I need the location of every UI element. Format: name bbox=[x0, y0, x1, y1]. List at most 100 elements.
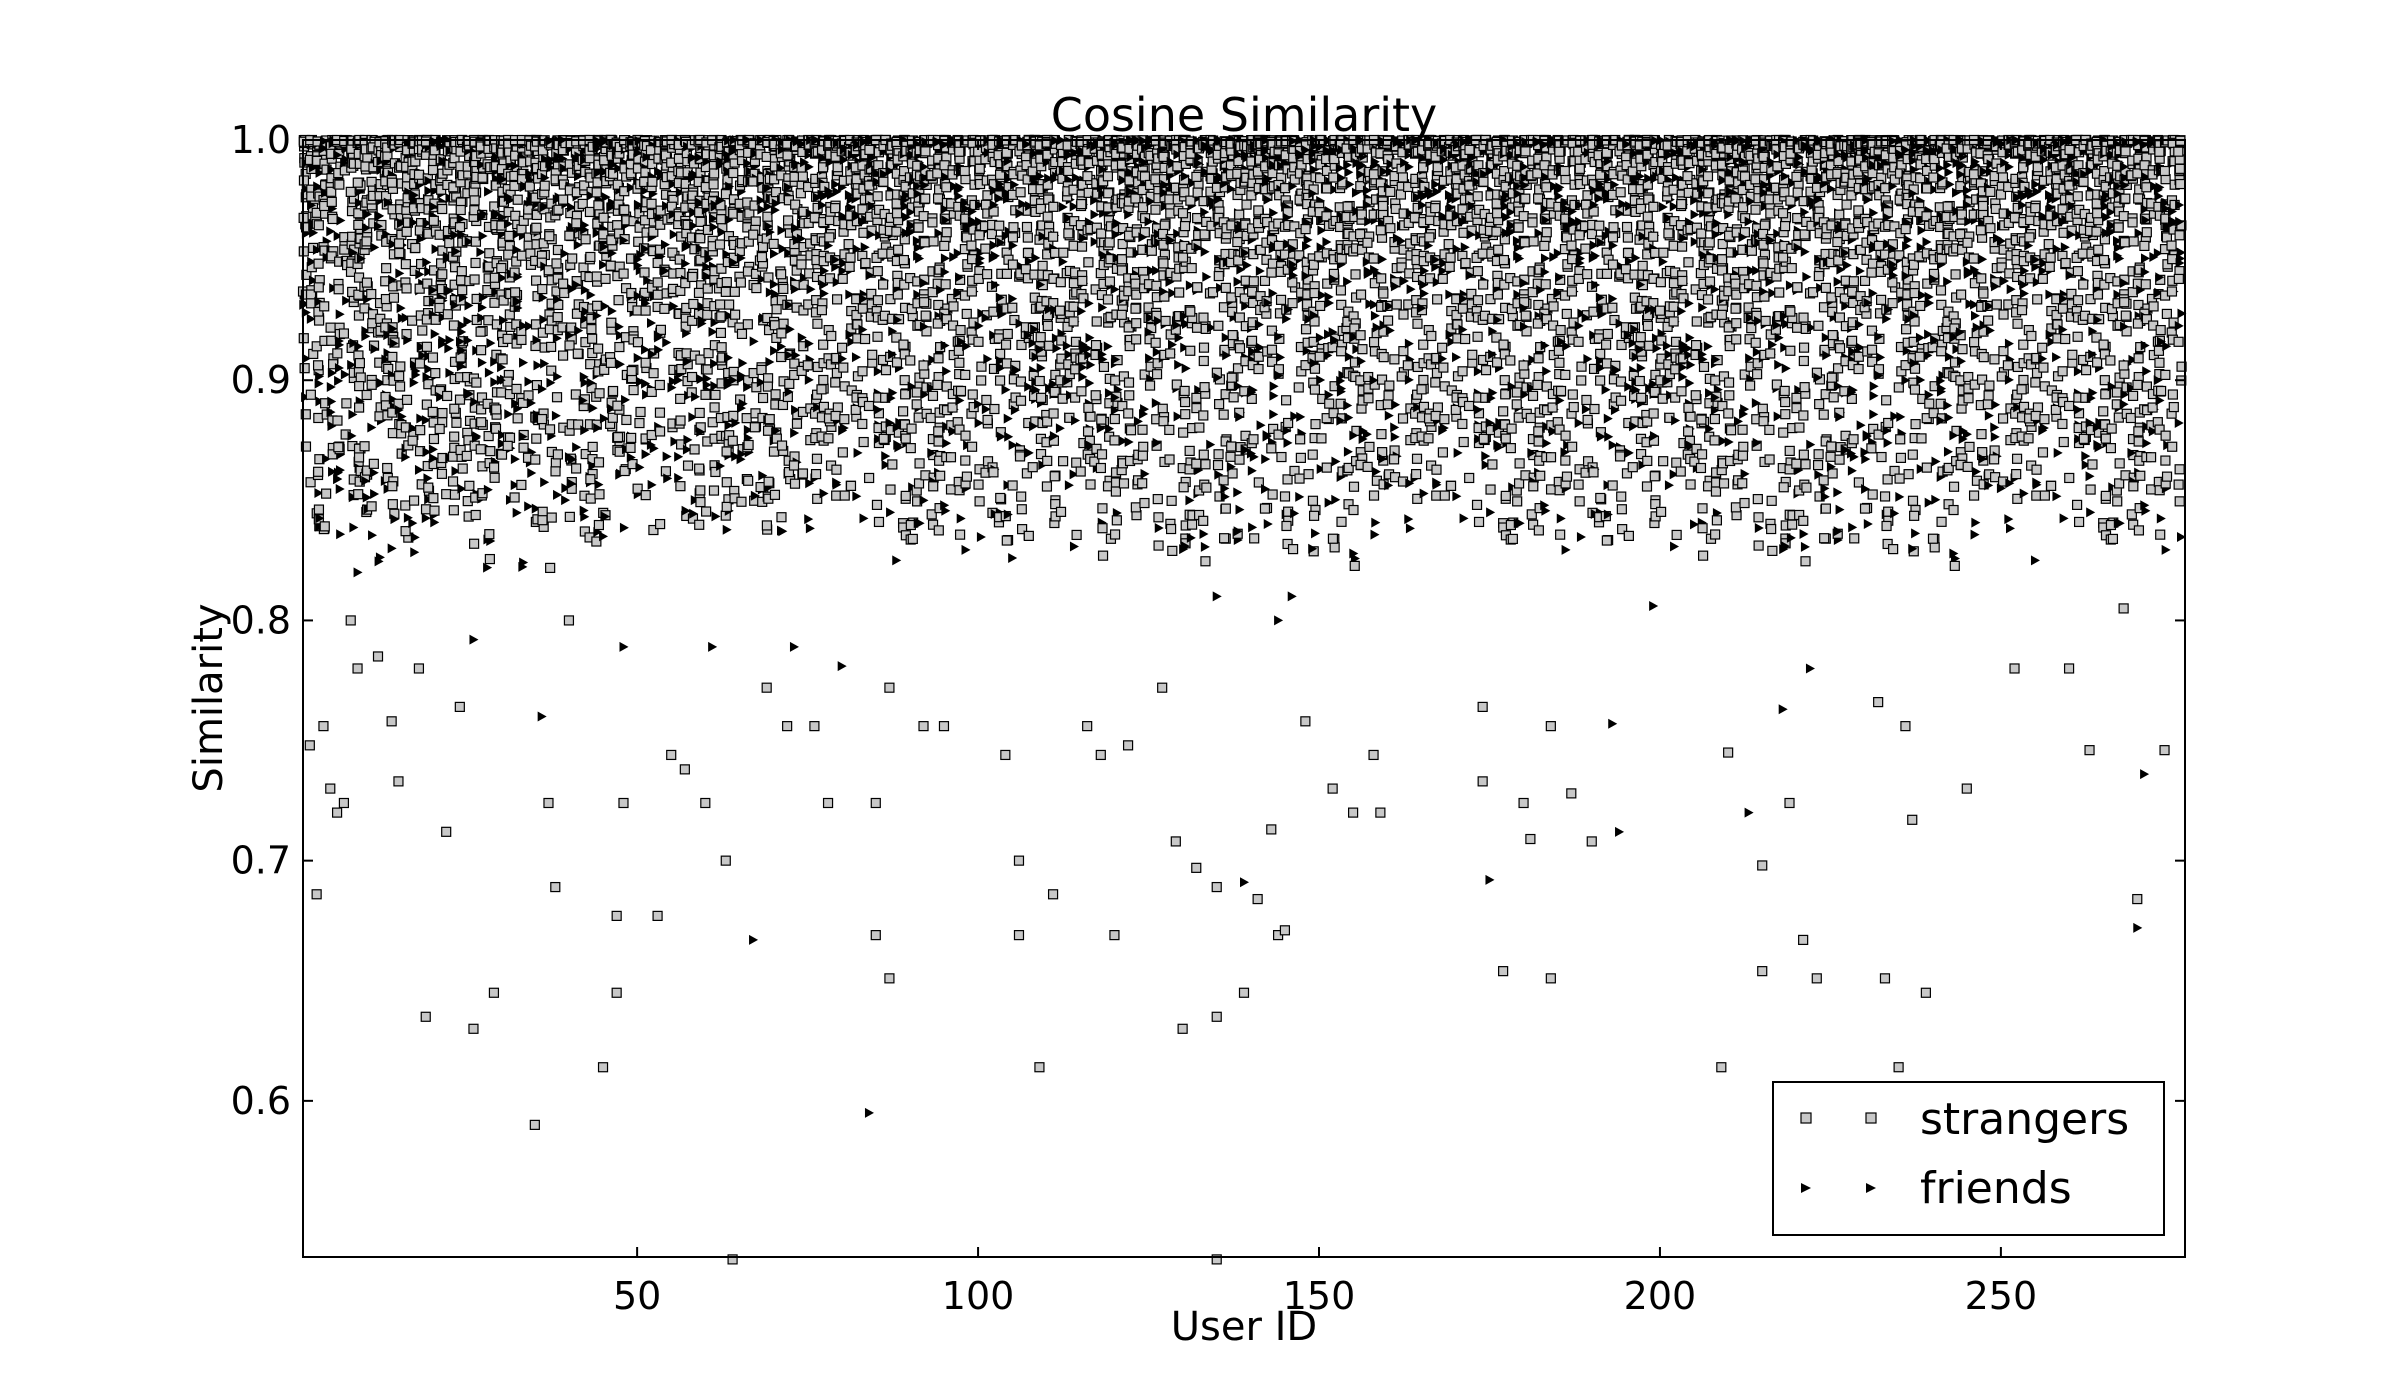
stranger-point bbox=[1102, 171, 1114, 182]
friend-point bbox=[492, 209, 502, 220]
stranger-point bbox=[353, 402, 365, 413]
stranger-point bbox=[488, 462, 500, 473]
stranger-point bbox=[640, 357, 651, 368]
friend-point bbox=[309, 227, 319, 238]
stranger-point bbox=[1083, 402, 1094, 413]
stranger-point bbox=[1095, 462, 1106, 474]
stranger-point bbox=[695, 485, 706, 496]
stranger-point bbox=[490, 180, 502, 191]
stranger-point bbox=[721, 446, 732, 457]
stranger-point bbox=[333, 284, 344, 295]
stranger-point bbox=[1076, 241, 1088, 252]
friend-point bbox=[376, 378, 386, 389]
friend-point bbox=[1069, 541, 1079, 552]
stranger-point bbox=[1152, 493, 1163, 505]
stranger-point bbox=[1150, 337, 1161, 348]
friend-point bbox=[444, 285, 454, 296]
stranger-point bbox=[319, 521, 330, 532]
friend-point bbox=[662, 337, 672, 348]
stranger-point bbox=[491, 319, 503, 330]
stranger-point bbox=[1057, 456, 1069, 467]
friend-point bbox=[716, 460, 726, 471]
friend-point bbox=[431, 244, 441, 255]
friend-point bbox=[498, 212, 508, 223]
stranger-point bbox=[355, 372, 366, 383]
friend-point bbox=[436, 391, 446, 402]
stranger-point bbox=[976, 361, 987, 372]
stranger-point bbox=[728, 167, 739, 179]
friend-point bbox=[335, 483, 345, 494]
stranger-point bbox=[701, 506, 712, 517]
stranger-point bbox=[387, 481, 398, 492]
stranger-point bbox=[639, 267, 650, 278]
stranger-point bbox=[512, 413, 523, 424]
stranger-point bbox=[878, 176, 889, 187]
friend-point bbox=[519, 357, 529, 368]
stranger-point bbox=[905, 355, 916, 366]
stranger-point bbox=[729, 309, 741, 320]
stranger-point bbox=[312, 360, 324, 371]
stranger-point bbox=[299, 363, 310, 374]
stranger-point bbox=[1016, 504, 1027, 515]
stranger-point bbox=[476, 417, 487, 428]
friend-point bbox=[422, 446, 432, 457]
friend-point bbox=[537, 384, 547, 395]
stranger-point bbox=[621, 414, 632, 426]
stranger-point bbox=[470, 509, 481, 521]
friend-point bbox=[512, 507, 522, 518]
stranger-point bbox=[872, 191, 883, 202]
stranger-point bbox=[1082, 426, 1094, 437]
stranger-point bbox=[313, 504, 325, 515]
friend-point bbox=[381, 354, 391, 365]
friend-point bbox=[561, 495, 571, 506]
stranger-point bbox=[655, 518, 666, 530]
stranger-point bbox=[593, 343, 604, 354]
friend-point bbox=[961, 544, 971, 555]
stranger-point bbox=[550, 466, 561, 477]
stranger-point bbox=[516, 224, 527, 235]
stranger-point bbox=[1144, 380, 1156, 391]
friend-point bbox=[702, 373, 712, 384]
stranger-point bbox=[743, 439, 754, 451]
stranger-point bbox=[619, 204, 630, 216]
stranger-point bbox=[400, 500, 411, 511]
friend-point bbox=[315, 513, 325, 524]
stranger-point bbox=[837, 447, 848, 458]
stranger-point bbox=[354, 381, 365, 392]
friend-point bbox=[1058, 256, 1068, 267]
stranger-point bbox=[933, 353, 944, 364]
stranger-point bbox=[313, 220, 324, 231]
stranger-point bbox=[885, 484, 896, 495]
friend-point bbox=[477, 302, 487, 313]
stranger-point bbox=[1042, 455, 1053, 467]
friend-point bbox=[976, 531, 986, 542]
friend-point bbox=[410, 194, 420, 205]
stranger-point bbox=[858, 436, 869, 448]
stranger-point bbox=[338, 328, 350, 339]
friend-point bbox=[410, 532, 420, 543]
stranger-point bbox=[510, 287, 521, 298]
stranger-point bbox=[580, 234, 591, 245]
stranger-point bbox=[741, 413, 752, 424]
stranger-point bbox=[634, 417, 645, 429]
stranger-point bbox=[475, 444, 486, 455]
stranger-point bbox=[790, 199, 801, 210]
stranger-point bbox=[1139, 497, 1150, 509]
stranger-point bbox=[898, 254, 909, 266]
stranger-point bbox=[454, 221, 466, 233]
stranger-point bbox=[531, 222, 542, 233]
friend-point bbox=[334, 335, 344, 346]
friend-point bbox=[1085, 378, 1095, 389]
stranger-point bbox=[928, 236, 939, 247]
stranger-point bbox=[353, 452, 365, 463]
stranger-point bbox=[920, 146, 931, 157]
stranger-point bbox=[1068, 316, 1079, 327]
stranger-point bbox=[716, 311, 727, 322]
stranger-point bbox=[646, 429, 657, 441]
stranger-point bbox=[477, 172, 488, 183]
stranger-point bbox=[326, 186, 337, 197]
stranger-point bbox=[413, 169, 425, 180]
stranger-point bbox=[831, 490, 842, 501]
stranger-point bbox=[427, 406, 438, 418]
stranger-point bbox=[558, 278, 569, 289]
